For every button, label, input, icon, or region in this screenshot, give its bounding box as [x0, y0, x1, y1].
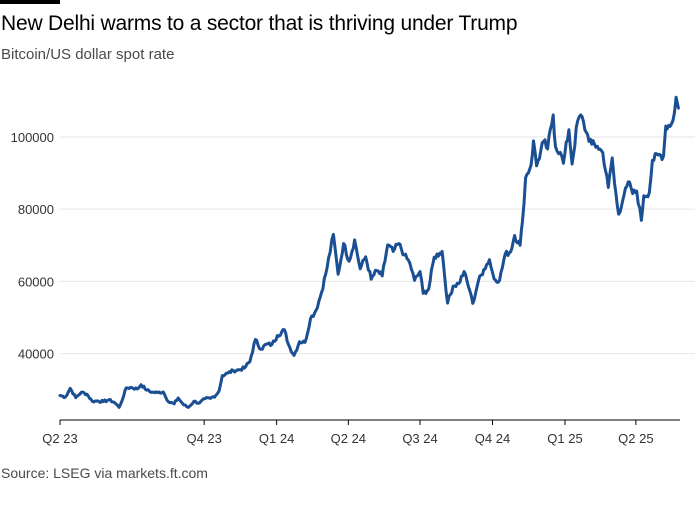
x-axis: Q2 23 Q4 23 Q1 24 Q2 24 Q3 24 Q4 24 Q1 25 Q2 25	[42, 419, 680, 446]
brand-bar	[0, 0, 60, 4]
series-line-btc-usd	[58, 95, 680, 409]
gridlines	[60, 136, 695, 355]
chart-title: New Delhi warms to a sector that is thri…	[1, 12, 518, 35]
source-note: Source: LSEG via markets.ft.com	[1, 465, 208, 481]
x-tick-label: Q2 25	[618, 431, 653, 446]
y-tick-label: 100000	[11, 130, 54, 145]
x-tick-label: Q4 24	[475, 431, 510, 446]
x-tick-label: Q1 25	[547, 431, 582, 446]
y-axis-labels: 40000 60000 80000 100000	[11, 130, 54, 362]
x-tick-label: Q2 23	[42, 431, 77, 446]
y-tick-label: 60000	[18, 274, 54, 289]
x-tick-label: Q2 24	[331, 431, 366, 446]
x-tick-label: Q1 24	[259, 431, 294, 446]
x-tick-label: Q3 24	[402, 431, 437, 446]
x-tick-label: Q4 23	[186, 431, 221, 446]
chart-subtitle: Bitcoin/US dollar spot rate	[1, 46, 175, 63]
series-group	[58, 95, 680, 409]
y-tick-label: 40000	[18, 347, 54, 362]
y-tick-label: 80000	[18, 202, 54, 217]
